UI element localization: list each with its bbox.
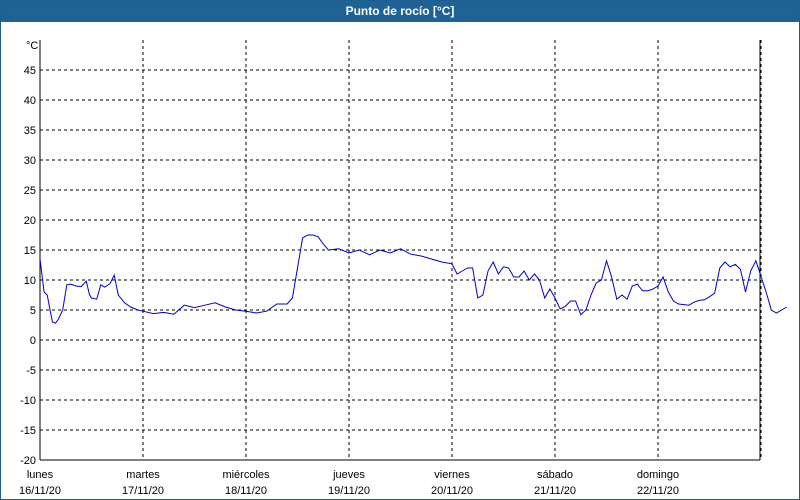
y-tick-labels: -20 -15 -10 -5 0 5 10 15 20 25 30 35 40 45 (20, 65, 36, 467)
x-tick-day-label: viernes (434, 469, 470, 481)
x-tick-day-label: sábado (537, 469, 573, 481)
grid-layer (40, 40, 762, 460)
dew-point-series-line (39, 234, 788, 324)
y-axis-unit-label: °C (26, 40, 38, 52)
x-tick-date-label: 21/11/20 (534, 485, 576, 497)
x-tick-date-label: 17/11/20 (122, 485, 164, 497)
x-tick-labels: lunes 16/11/20 martes 17/11/20 miércoles 18/1… (19, 469, 679, 497)
y-tick-label: 35 (24, 125, 36, 137)
x-tick-day-label: miércoles (222, 469, 270, 481)
x-tick-date-label: 18/11/20 (225, 485, 267, 497)
x-tick-date-label: 16/11/20 (19, 485, 61, 497)
x-tick-date-label: 20/11/20 (431, 485, 473, 497)
y-tick-label: 15 (24, 245, 36, 257)
series-layer (39, 234, 788, 324)
y-tick-label: -10 (20, 395, 36, 407)
y-tick-label: 45 (24, 65, 36, 77)
y-tick-label: 40 (24, 95, 36, 107)
y-tick-label: 20 (24, 215, 36, 227)
y-tick-label: -20 (20, 455, 36, 467)
y-tick-label: -15 (20, 425, 36, 437)
y-tick-label: 10 (24, 275, 36, 287)
x-tick-date-label: 19/11/20 (328, 485, 370, 497)
x-tick-date-label: 22/11/20 (637, 485, 679, 497)
x-tick-day-label: domingo (637, 469, 679, 481)
x-tick-day-label: jueves (332, 469, 365, 481)
y-tick-label: 25 (24, 185, 36, 197)
y-tick-label: 30 (24, 155, 36, 167)
y-tick-label: 5 (30, 305, 36, 317)
y-tick-label: 0 (30, 335, 36, 347)
axes-layer (39, 40, 761, 461)
x-tick-day-label: martes (126, 469, 160, 481)
x-tick-day-label: lunes (27, 469, 54, 481)
chart-title: Punto de rocío [°C] (1, 1, 799, 22)
y-tick-label: -5 (26, 365, 36, 377)
